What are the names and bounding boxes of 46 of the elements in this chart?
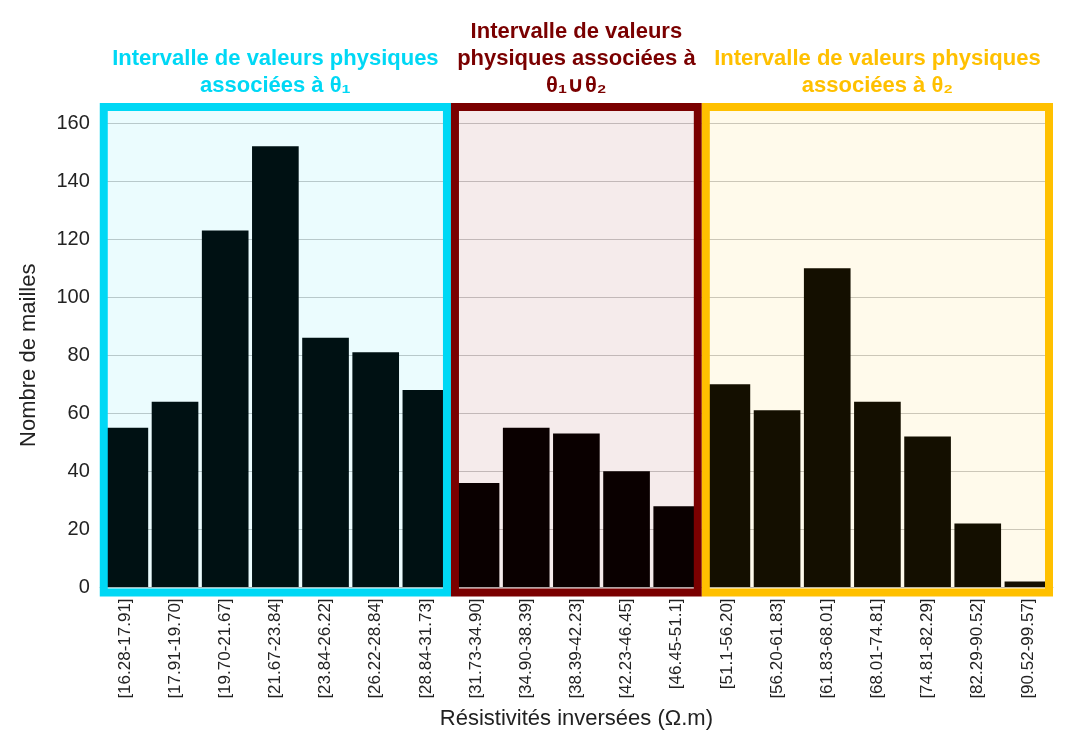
- bar: [201, 230, 249, 587]
- bar: [352, 352, 400, 587]
- bar: [803, 268, 851, 587]
- band-label: Intervalle de valeurs physiques associées à θ₂: [714, 45, 1041, 98]
- y-axis-title: Nombre de mailles: [15, 263, 41, 447]
- x-tick-label: [28.84-31.73]: [415, 598, 435, 699]
- bar: [302, 337, 349, 587]
- x-tick-label: [68.01-74.81]: [867, 598, 887, 699]
- x-tick-label: [42.23-46.45]: [616, 598, 636, 699]
- x-tick-label: [46.45-51.1]: [666, 598, 686, 690]
- band-label: Intervalle de valeurs physiques associées à θ₁∪θ₂: [457, 18, 697, 98]
- x-axis-title: Résistivités inversées (Ω.m): [439, 704, 713, 730]
- y-tick-label: 120: [56, 226, 90, 249]
- bar: [854, 401, 901, 587]
- bar: [603, 471, 650, 587]
- bar: [753, 410, 801, 587]
- x-tick-label: [51.1-56.20]: [716, 598, 736, 690]
- x-tick-label: [17.91-19.70]: [164, 598, 184, 699]
- y-tick-label: 60: [67, 400, 90, 423]
- x-tick-label: [61.83-68.01]: [816, 598, 836, 699]
- x-tick-label: [82.29-90.52]: [967, 598, 987, 699]
- bar: [904, 436, 951, 587]
- y-tick-label: 140: [56, 168, 90, 191]
- y-tick-label: 0: [78, 574, 90, 597]
- x-tick-label: [21.67-23.84]: [265, 598, 285, 699]
- y-tick-label: 100: [56, 284, 90, 307]
- y-tick-label: 20: [67, 516, 90, 539]
- x-tick-label: [74.81-82.29]: [917, 598, 937, 699]
- bar: [553, 433, 600, 587]
- bar: [151, 401, 199, 587]
- x-tick-label: [16.28-17.91]: [114, 598, 134, 699]
- x-tick-label: [34.90-38.39]: [515, 598, 535, 699]
- x-tick-label: [31.73-34.90]: [465, 598, 485, 699]
- x-tick-label: [90.52-99.57]: [1017, 598, 1037, 699]
- y-tick-label: 40: [67, 458, 90, 481]
- x-tick-label: [26.22-28.84]: [365, 598, 385, 699]
- x-tick-label: [23.84-26.22]: [315, 598, 335, 699]
- x-tick-label: [38.39-42.23]: [566, 598, 586, 699]
- y-tick-label: 160: [56, 110, 90, 133]
- x-tick-label: [56.20-61.83]: [766, 598, 786, 699]
- y-tick-label: 80: [67, 342, 90, 365]
- band-label: Intervalle de valeurs physiques associées à θ₁: [112, 45, 439, 98]
- bar: [252, 146, 299, 587]
- bar: [954, 523, 1002, 587]
- x-tick-label: [19.70-21.67]: [214, 598, 234, 699]
- bar: [502, 427, 550, 587]
